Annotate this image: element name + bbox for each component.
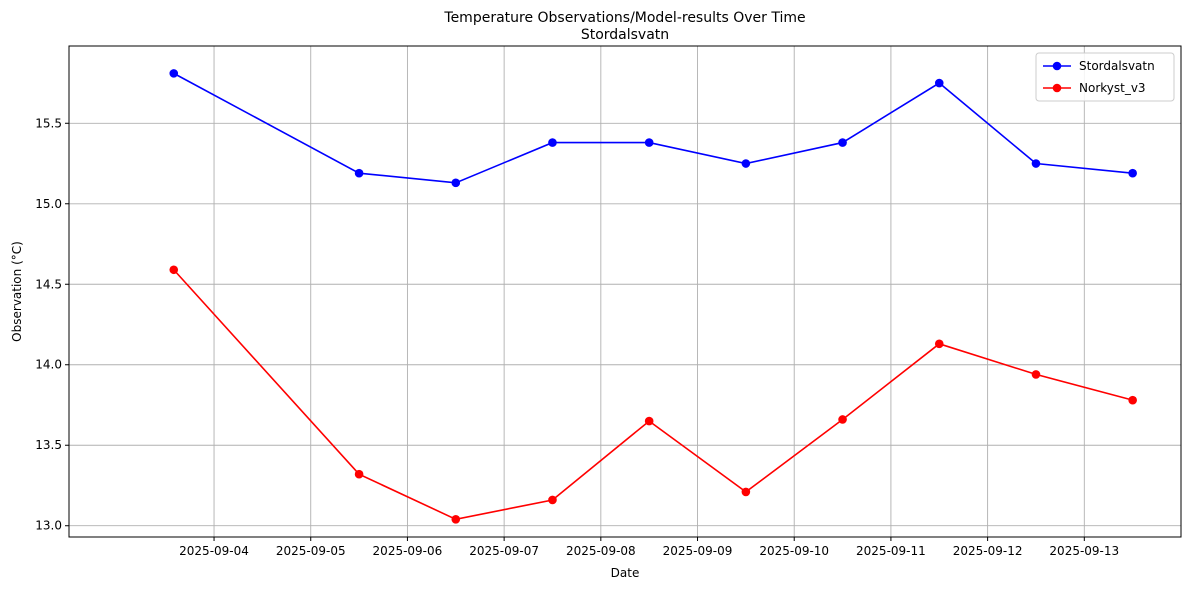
x-axis-label: Date	[611, 566, 640, 580]
x-tick-label: 2025-09-10	[759, 544, 829, 558]
x-tick-label: 2025-09-12	[953, 544, 1023, 558]
data-point-stordalsvatn	[644, 138, 654, 147]
x-tick-label: 2025-09-07	[469, 544, 539, 558]
series-line-norkyst-v3	[173, 269, 1133, 521]
y-tick-label: 15.5	[35, 116, 62, 130]
data-point-stordalsvatn	[354, 168, 364, 178]
x-tick-label: 2025-09-08	[566, 544, 636, 558]
x-axis: 2025-09-04 2025-09-05 2025-09-06 2025-09-07…	[179, 537, 1119, 558]
chart-subtitle: Stordalsvatn	[581, 27, 669, 43]
data-point-stordalsvatn	[741, 159, 751, 168]
y-axis-label: Observation (°C)	[10, 241, 24, 342]
data-point-norkyst-v3	[169, 265, 179, 275]
x-tick-label: 2025-09-05	[276, 544, 346, 558]
y-tick-label: 14.0	[35, 358, 62, 372]
data-point-norkyst-v3	[644, 416, 654, 426]
data-point-stordalsvatn	[934, 78, 944, 88]
data-point-stordalsvatn	[169, 69, 179, 78]
data-point-norkyst-v3	[741, 487, 751, 497]
data-point-norkyst-v3	[548, 495, 557, 505]
data-point-norkyst-v3	[1031, 370, 1041, 379]
legend-marker-norkyst	[1052, 83, 1062, 93]
data-point-stordalsvatn	[548, 138, 557, 147]
data-point-norkyst-v3	[934, 339, 944, 349]
y-axis: 13.0 13.5 14.0 14.5 15.0 15.5	[35, 116, 69, 533]
data-point-stordalsvatn	[838, 138, 847, 147]
x-tick-label: 2025-09-11	[856, 544, 926, 558]
x-tick-label: 2025-09-04	[179, 544, 249, 558]
chart-title: Temperature Observations/Model-results O…	[443, 10, 805, 26]
y-tick-label: 14.5	[35, 277, 62, 291]
legend: Stordalsvatn Norkyst_v3	[1035, 52, 1175, 102]
grid	[69, 46, 1181, 537]
data-point-stordalsvatn	[451, 178, 461, 188]
data-point-stordalsvatn	[1031, 159, 1041, 168]
data-point-norkyst-v3	[838, 415, 847, 424]
x-tick-label: 2025-09-09	[663, 544, 733, 558]
legend-label-stordalsvatn: Stordalsvatn	[1079, 59, 1155, 73]
data-point-stordalsvatn	[1128, 168, 1137, 178]
legend-box	[1035, 52, 1175, 102]
legend-label-norkyst: Norkyst_v3	[1079, 81, 1146, 95]
y-tick-label: 13.0	[35, 519, 62, 533]
series-line-stordalsvatn	[173, 72, 1133, 184]
series-group	[169, 69, 1137, 524]
y-tick-label: 13.5	[35, 438, 62, 452]
data-point-norkyst-v3	[354, 469, 364, 479]
plot-frame	[68, 45, 1182, 538]
x-tick-label: 2025-09-06	[373, 544, 443, 558]
data-point-norkyst-v3	[1128, 395, 1137, 405]
legend-marker-stordalsvatn	[1052, 61, 1062, 71]
y-tick-label: 15.0	[35, 197, 62, 211]
x-tick-label: 2025-09-13	[1049, 544, 1119, 558]
data-point-norkyst-v3	[451, 514, 461, 524]
